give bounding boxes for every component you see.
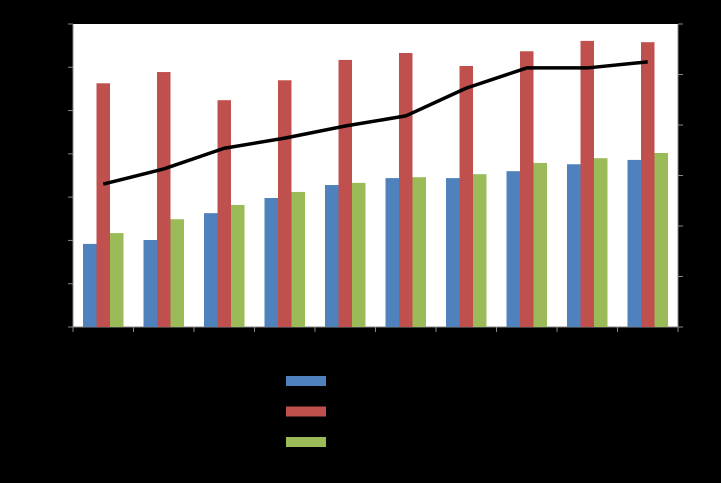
line (102, 60, 648, 186)
bar (231, 204, 245, 327)
bar (446, 178, 460, 327)
bar (96, 83, 110, 328)
bar (385, 178, 399, 327)
bar (627, 159, 641, 327)
bar (352, 182, 366, 327)
legend-swatch (286, 376, 326, 386)
legend-swatch (286, 406, 326, 417)
bar (412, 177, 426, 327)
bar (533, 162, 547, 327)
bar (278, 80, 292, 328)
bar (594, 158, 608, 327)
bar (580, 40, 594, 327)
bar (520, 51, 534, 328)
bar (338, 59, 352, 327)
bar (143, 239, 157, 327)
bar (110, 233, 124, 327)
bar (654, 152, 668, 327)
bar (506, 171, 520, 327)
bar (217, 100, 231, 327)
bar (399, 53, 413, 327)
bar (567, 164, 581, 327)
bar (157, 72, 171, 327)
bar (83, 243, 97, 327)
legend-swatch (286, 437, 326, 447)
bar (641, 42, 655, 328)
bar (204, 213, 218, 327)
bar (291, 191, 305, 327)
bar (459, 65, 473, 327)
bar (264, 198, 278, 327)
bar (170, 219, 184, 327)
bar (473, 174, 487, 327)
bar (325, 185, 339, 327)
